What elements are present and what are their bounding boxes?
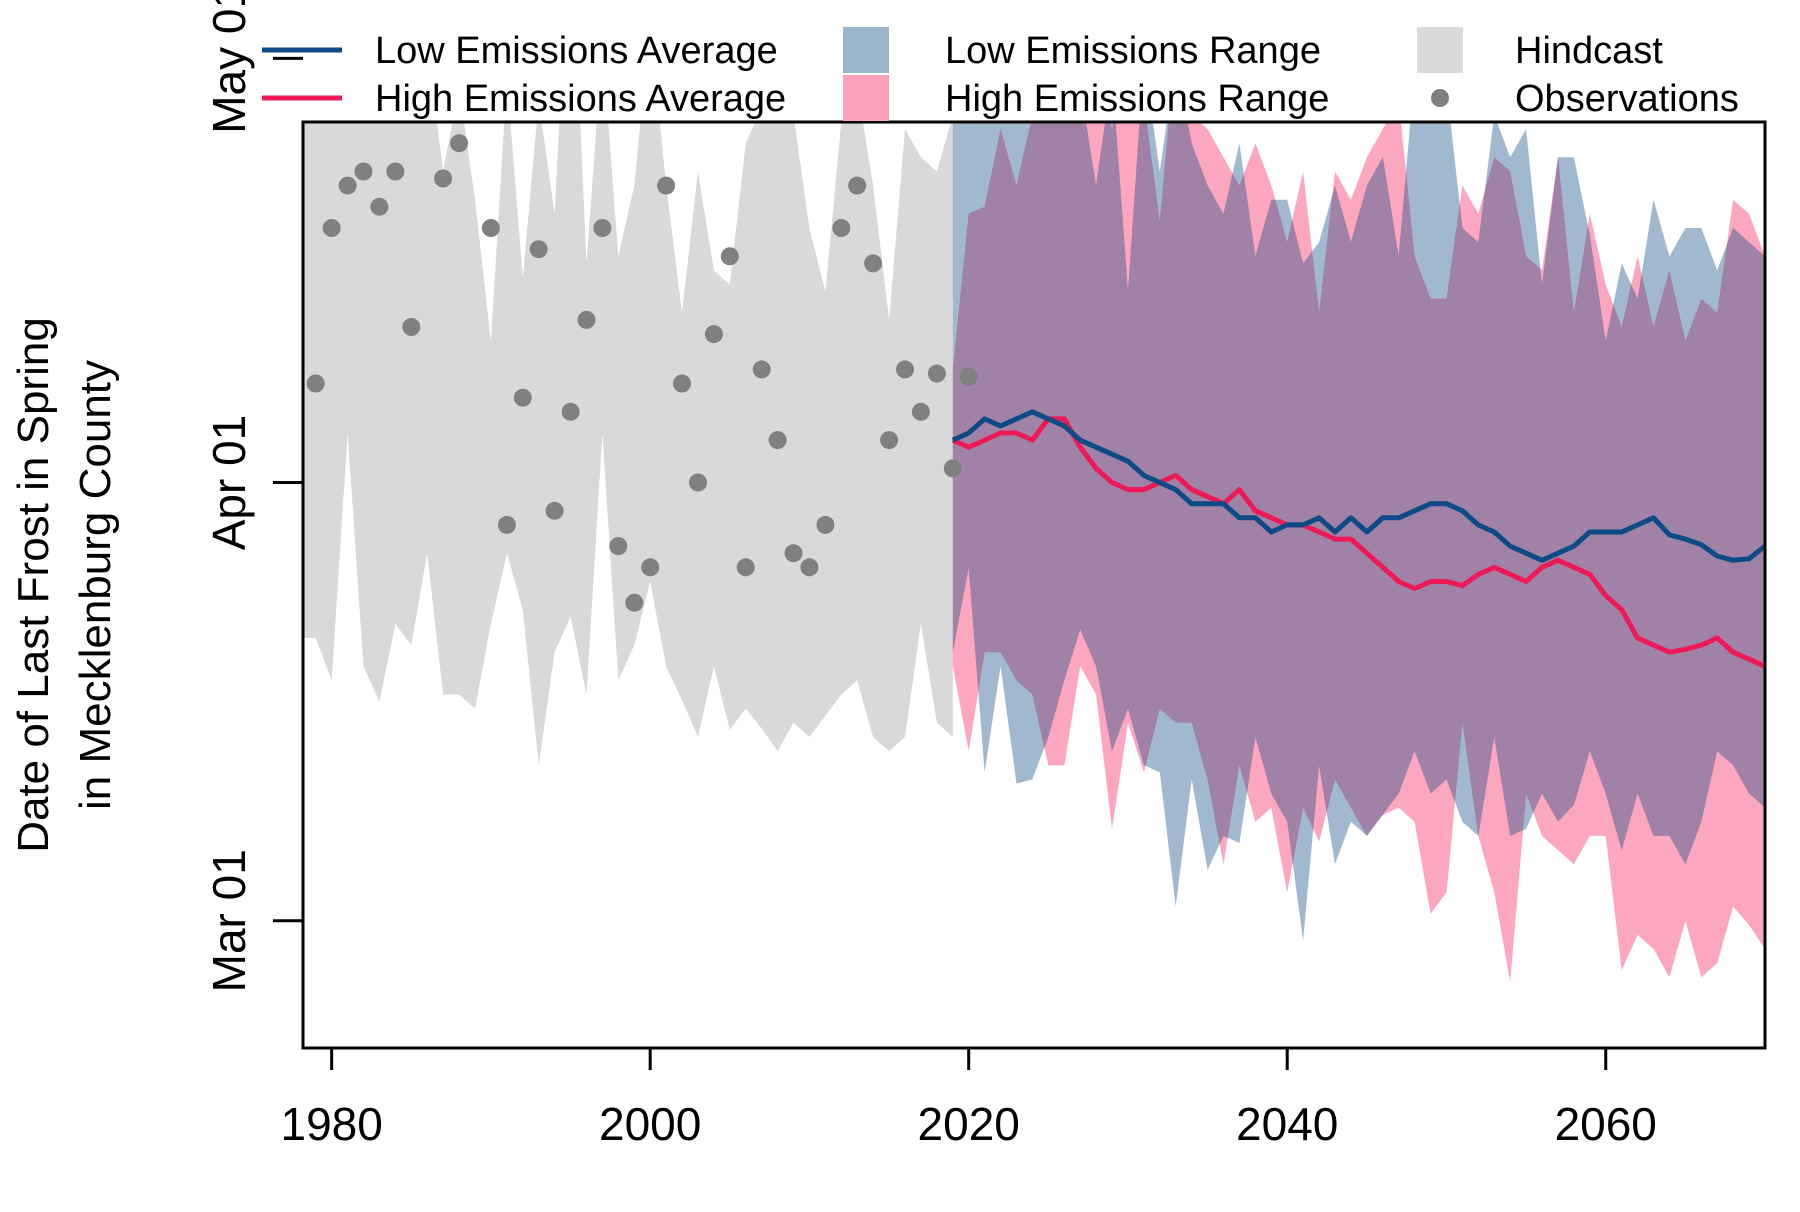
legend-box-swatch [1417,27,1463,73]
observation-point [386,162,405,181]
observation-point [736,558,755,577]
y-tick-label: Apr 01 [203,415,255,551]
x-tick-label: 2040 [1236,1098,1338,1150]
observation-point [927,364,946,383]
legend-item-high-avg: High Emissions Average [262,78,786,120]
observation-point [577,310,596,329]
y-axis-title-line2: in Mecklenburg County [71,360,120,810]
hindcast-band [303,122,953,766]
observation-point [689,473,707,492]
observation-point [306,374,325,393]
observation-point [625,593,644,612]
plot-frame [301,120,1767,1050]
x-tick-label: 2000 [599,1098,701,1150]
y-tick-label: Mar 01 [203,849,255,992]
observation-point [896,360,914,379]
observation-point [816,515,835,534]
y-tick-label: May 01 [203,0,255,134]
observation-point [911,402,930,421]
observation-point [848,176,867,195]
observation-point [529,240,548,259]
x-tick-label: 2060 [1555,1098,1657,1150]
legend-label: Observations [1515,78,1739,120]
x-axis: 1980 2000 2020 2040 2060 [280,1048,1657,1150]
observation-point [657,176,676,195]
observation-point [609,537,628,556]
observation-point [561,402,580,421]
observation-point [641,558,660,577]
observation-point [959,367,978,386]
observation-point [434,169,453,188]
x-tick-label: 1980 [280,1098,382,1150]
observation-point [752,360,771,379]
observation-point [513,388,532,407]
observation-point [943,459,962,478]
plot-area [303,0,1765,982]
observation-point [720,247,739,266]
legend-item-observations: Observations [1431,78,1739,120]
range-overlap-band [952,122,1765,941]
y-axis: Mar 01 Apr 01 May 01 [203,0,303,992]
x-tick-label: 2020 [918,1098,1020,1150]
legend-item-high-range: High Emissions Range [843,75,1329,121]
observation-point [450,134,469,153]
observation-point [497,515,516,534]
observation-point [354,162,373,181]
observation-point [800,558,819,577]
observation-point [880,431,899,450]
observation-point [768,431,787,450]
observation-point [593,219,612,237]
legend: Low Emissions Average High Emissions Aver… [262,27,1739,121]
high-emissions-average-line [951,416,1765,669]
observation-point [784,544,803,563]
legend-point-swatch [1431,89,1449,107]
observation-point [673,374,691,393]
observation-point [338,176,357,195]
legend-label: High Emissions Average [375,78,786,120]
legend-item-low-avg: Low Emissions Average [262,30,778,72]
observation-point [370,197,389,216]
legend-label: Hindcast [1515,30,1663,72]
legend-label: High Emissions Range [945,78,1329,120]
legend-label: Low Emissions Range [945,30,1321,72]
legend-box-swatch [843,75,889,121]
legend-label: Low Emissions Average [375,30,778,72]
observation-point [832,219,851,237]
observation-point [402,318,421,336]
low-emissions-average-line [951,409,1765,563]
observation-point [864,254,883,273]
legend-item-low-range: Low Emissions Range [843,27,1321,73]
legend-box-swatch [843,27,889,73]
y-axis-title-line1: Date of Last Frost in Spring [9,317,58,853]
observation-point [418,0,436,11]
observation-point [481,219,500,237]
legend-item-hindcast: Hindcast [1417,27,1663,73]
observation-point [545,501,564,520]
observation-point [704,325,723,344]
observation-point [322,219,341,237]
